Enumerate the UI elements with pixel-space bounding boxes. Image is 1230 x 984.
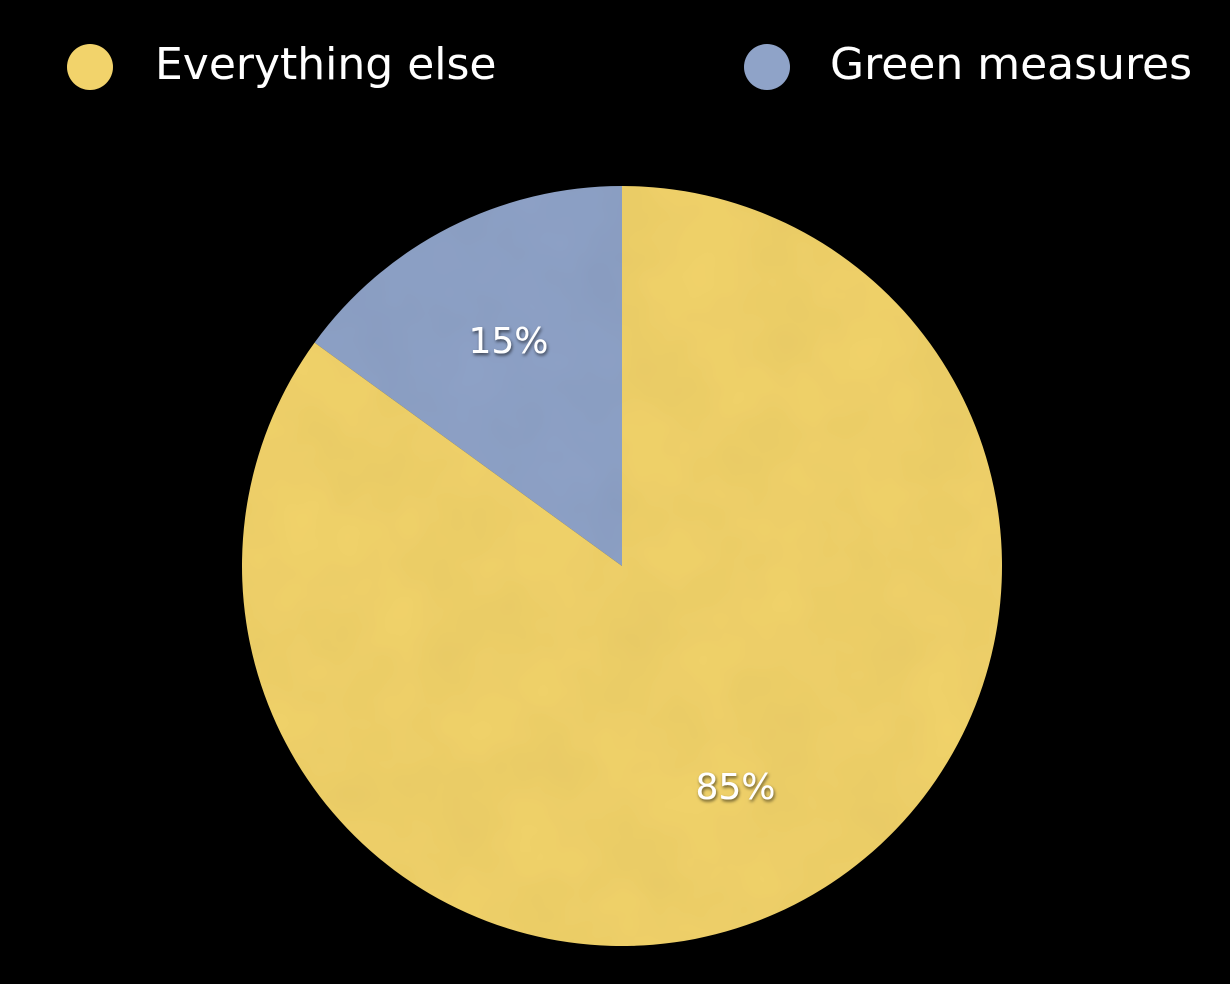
legend-label-green-measures: Green measures <box>830 39 1192 90</box>
slice-label-green-measures: 15% <box>468 321 548 362</box>
pie-slice-everything-else <box>242 186 1003 946</box>
legend-item-everything-else: Everything else <box>67 39 497 90</box>
slice-labels: 15% 85% <box>468 321 775 808</box>
slice-label-everything-else: 85% <box>695 767 775 808</box>
legend-swatch-green-measures <box>744 44 790 90</box>
pie-slice-green-measures <box>314 186 622 566</box>
pie-slices <box>242 186 1003 946</box>
legend-swatch-everything-else <box>67 44 113 90</box>
legend-item-green-measures: Green measures <box>744 39 1192 90</box>
legend-label-everything-else: Everything else <box>155 39 497 90</box>
legend: Everything else Green measures <box>67 39 1192 90</box>
